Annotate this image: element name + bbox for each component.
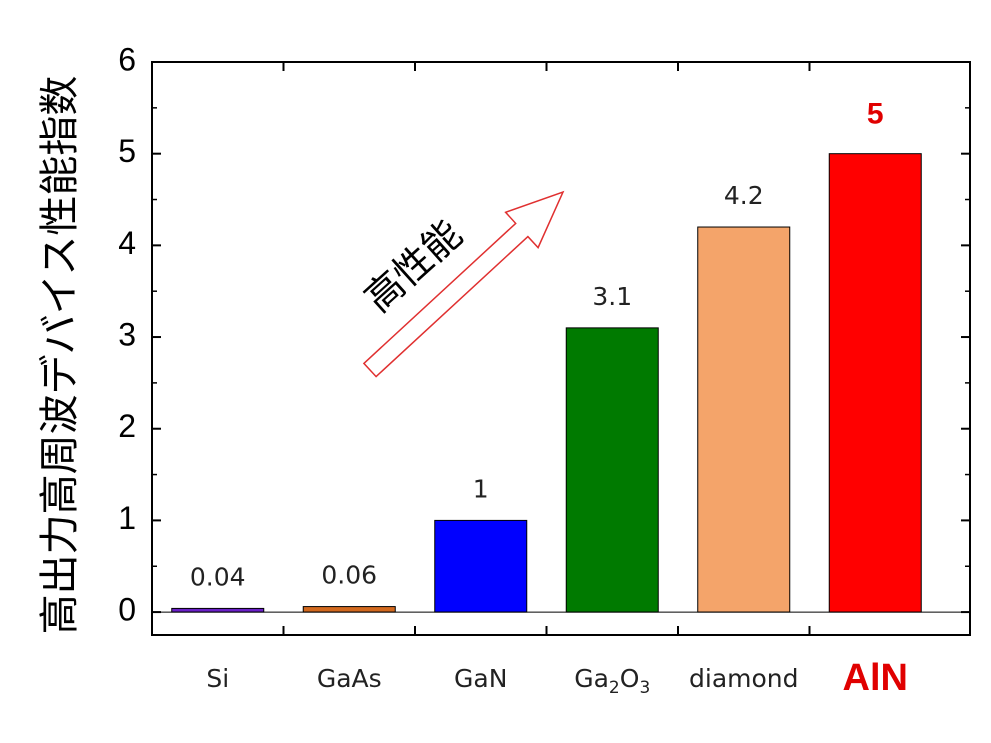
bar bbox=[565, 327, 659, 613]
x-tick-label: GaN bbox=[454, 664, 507, 693]
y-tick-label: 2 bbox=[118, 408, 136, 444]
y-ticks: 0 1 2 3 4 5 6 bbox=[118, 41, 970, 628]
x-tick-label: Si bbox=[206, 664, 229, 693]
y-tick-label: 6 bbox=[118, 41, 136, 77]
x-tick-label: Ga2O3 bbox=[574, 664, 650, 698]
y-tick-label: 5 bbox=[118, 133, 136, 169]
x-tick-labels: Si GaAs GaN Ga2O3 diamond AlN bbox=[206, 62, 908, 699]
axes bbox=[151, 61, 971, 636]
y-tick-label: 0 bbox=[118, 592, 136, 628]
data-labels: 0.04 0.06 1 3.1 4.2 5 bbox=[190, 98, 884, 592]
bars bbox=[171, 153, 922, 613]
bar bbox=[434, 519, 528, 613]
performance-arrow bbox=[362, 190, 565, 378]
y-tick-label: 1 bbox=[118, 500, 136, 536]
y-tick-label: 3 bbox=[118, 316, 136, 352]
data-label: 0.04 bbox=[190, 562, 246, 591]
data-label: 5 bbox=[867, 98, 884, 131]
x-tick-label: GaAs bbox=[317, 664, 382, 693]
y-axis-label: 高出力高周波デバイス性能指数 bbox=[37, 76, 83, 635]
data-label: 4.2 bbox=[724, 181, 764, 210]
bar bbox=[828, 153, 922, 613]
x-tick-label: diamond bbox=[689, 664, 799, 693]
data-label: 0.06 bbox=[321, 561, 377, 590]
data-label: 3.1 bbox=[592, 282, 632, 311]
plot-frame bbox=[151, 61, 971, 636]
y-tick-label: 4 bbox=[118, 225, 136, 261]
bar bbox=[171, 607, 265, 613]
bar bbox=[302, 606, 396, 613]
performance-annotation: 高性能 bbox=[356, 190, 565, 378]
bar bbox=[697, 226, 791, 613]
data-label: 1 bbox=[473, 474, 489, 503]
x-tick-label: AlN bbox=[843, 657, 908, 699]
